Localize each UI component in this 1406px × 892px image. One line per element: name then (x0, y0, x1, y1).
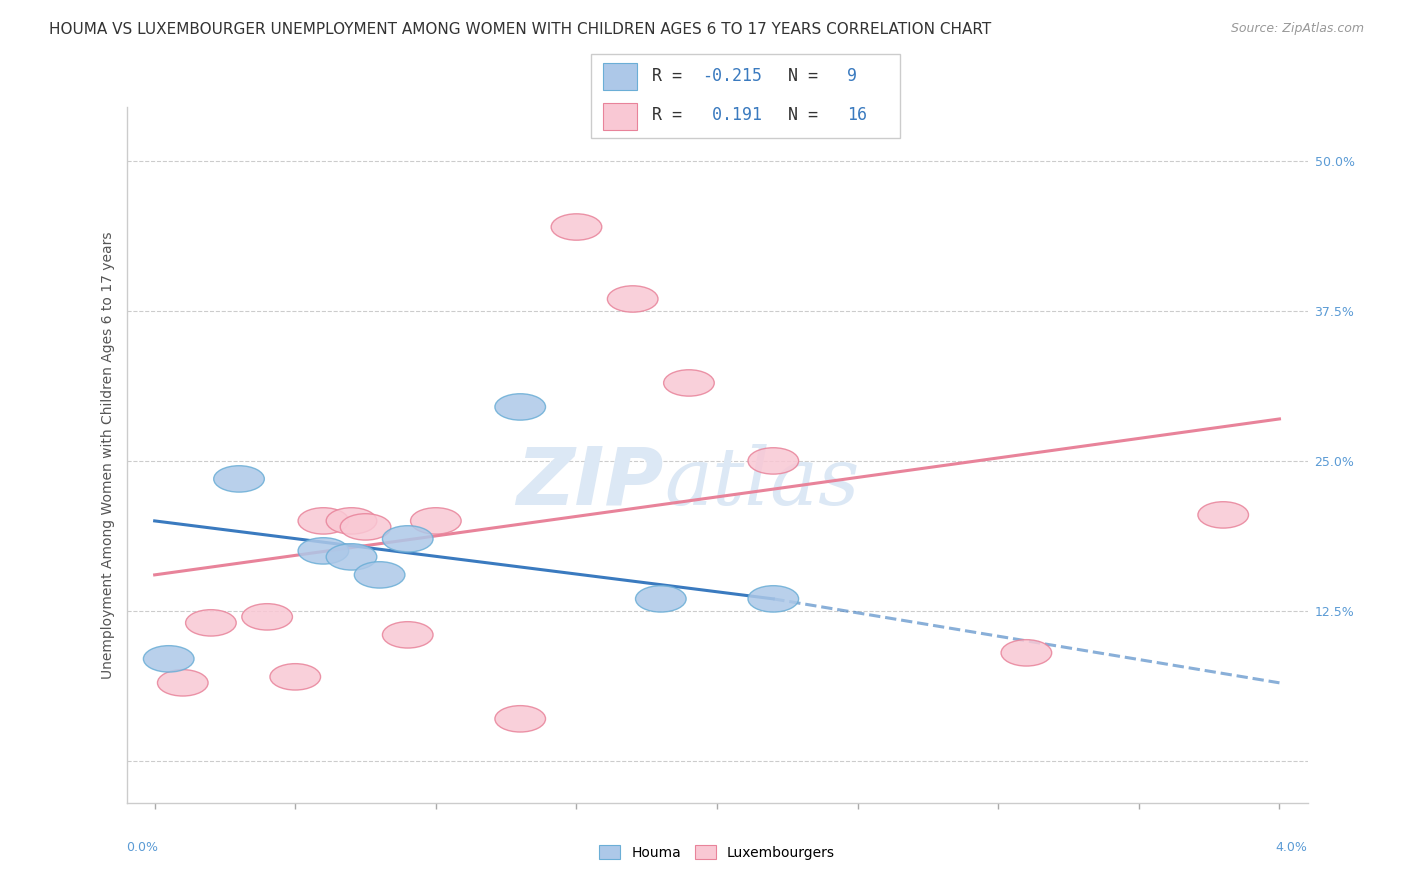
Ellipse shape (748, 448, 799, 475)
FancyBboxPatch shape (603, 62, 637, 90)
Ellipse shape (298, 538, 349, 564)
Ellipse shape (143, 646, 194, 672)
Text: Source: ZipAtlas.com: Source: ZipAtlas.com (1230, 22, 1364, 36)
Text: N =: N = (789, 106, 828, 124)
Text: HOUMA VS LUXEMBOURGER UNEMPLOYMENT AMONG WOMEN WITH CHILDREN AGES 6 TO 17 YEARS : HOUMA VS LUXEMBOURGER UNEMPLOYMENT AMONG… (49, 22, 991, 37)
Ellipse shape (1001, 640, 1052, 666)
Text: 9: 9 (848, 68, 858, 86)
Ellipse shape (1198, 501, 1249, 528)
Ellipse shape (186, 609, 236, 636)
FancyBboxPatch shape (591, 54, 900, 138)
FancyBboxPatch shape (603, 103, 637, 130)
Ellipse shape (354, 562, 405, 588)
Y-axis label: Unemployment Among Women with Children Ages 6 to 17 years: Unemployment Among Women with Children A… (101, 231, 115, 679)
Text: R =: R = (652, 68, 692, 86)
Text: 16: 16 (848, 106, 868, 124)
Text: -0.215: -0.215 (702, 68, 762, 86)
Text: N =: N = (789, 68, 828, 86)
Ellipse shape (340, 514, 391, 540)
Ellipse shape (411, 508, 461, 534)
Ellipse shape (551, 214, 602, 240)
Ellipse shape (270, 664, 321, 690)
Text: atlas: atlas (664, 444, 859, 522)
Ellipse shape (664, 370, 714, 396)
Ellipse shape (326, 544, 377, 570)
Ellipse shape (382, 622, 433, 648)
Ellipse shape (326, 508, 377, 534)
Legend: Houma, Luxembourgers: Houma, Luxembourgers (593, 839, 841, 865)
Ellipse shape (157, 670, 208, 696)
Text: 0.191: 0.191 (702, 106, 762, 124)
Ellipse shape (214, 466, 264, 492)
Ellipse shape (748, 586, 799, 612)
Ellipse shape (636, 586, 686, 612)
Text: 0.0%: 0.0% (127, 841, 159, 854)
Ellipse shape (495, 393, 546, 420)
Text: 4.0%: 4.0% (1275, 841, 1308, 854)
Ellipse shape (382, 525, 433, 552)
Ellipse shape (298, 508, 349, 534)
Text: ZIP: ZIP (516, 443, 664, 522)
Ellipse shape (607, 285, 658, 312)
Text: R =: R = (652, 106, 692, 124)
Ellipse shape (242, 604, 292, 630)
Ellipse shape (495, 706, 546, 732)
